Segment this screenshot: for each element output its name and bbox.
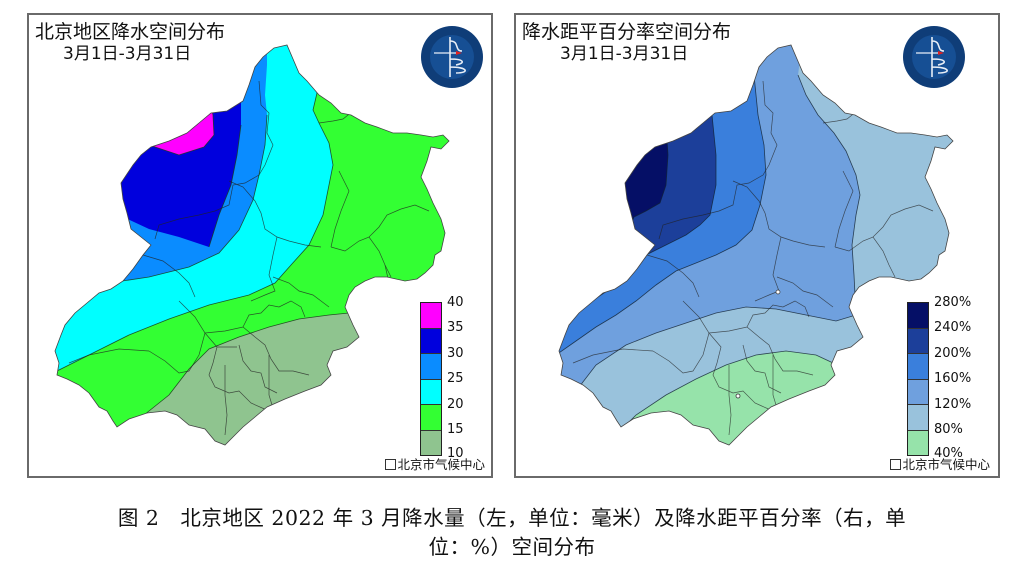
precipitation-anomaly-map-panel: 降水距平百分率空间分布 3月1日-3月31日 280% 240% 200% 16… [514,13,1000,478]
legend-colorbar [420,302,442,456]
map-date-range: 3月1日-3月31日 [63,44,192,64]
credit-text: 北京市气候中心 [902,457,990,472]
credit-box-icon [385,459,397,470]
credit-label: 北京市气候中心 [890,454,990,473]
legend-tick: 160% [934,371,972,386]
legend-tick: 20 [447,397,464,412]
legend-bin-40-80 [908,430,928,455]
meteorological-service-logo-icon [903,26,965,88]
legend-tick: 40 [447,295,464,310]
legend-bin-25-30 [421,354,441,380]
credit-text: 北京市气候中心 [397,457,485,472]
precipitation-map [54,44,450,446]
map-title: 北京地区降水空间分布 [35,21,226,43]
legend-bin-200-240 [908,328,928,354]
legend-bin-240-280 [908,303,928,329]
figure-caption-line-2: 位：%）空间分布 [428,535,596,559]
anomaly-legend: 280% 240% 200% 160% 120% 80% 40% [907,296,997,461]
precipitation-anomaly-map [558,44,954,446]
legend-tick: 240% [934,320,972,335]
legend-tick: 25 [447,371,464,386]
legend-tick: 80% [934,422,963,437]
legend-tick: 120% [934,397,972,412]
legend-bin-10-15 [421,430,441,455]
legend-tick: 15 [447,422,464,437]
legend-bin-20-25 [421,379,441,405]
legend-bin-120-160 [908,379,928,405]
legend-tick: 40% [934,446,963,461]
precipitation-map-panel: 北京地区降水空间分布 3月1日-3月31日 40 35 30 25 20 15 … [27,13,493,478]
legend-tick: 280% [934,295,972,310]
legend-bin-80-120 [908,405,928,431]
precipitation-legend: 40 35 30 25 20 15 10 [420,296,490,461]
figure-caption-line-1: 图 2 北京地区 2022 年 3 月降水量（左，单位：毫米）及降水距平百分率（… [117,506,907,530]
legend-bin-30-35 [421,328,441,354]
credit-box-icon [890,459,902,470]
legend-colorbar [907,302,929,456]
legend-tick: 200% [934,346,972,361]
map-title: 降水距平百分率空间分布 [522,21,732,43]
legend-tick: 10 [447,446,464,461]
map-date-range: 3月1日-3月31日 [560,44,689,64]
legend-bin-15-20 [421,405,441,431]
legend-tick: 30 [447,346,464,361]
legend-bin-35-40 [421,303,441,329]
legend-tick: 35 [447,320,464,335]
meteorological-service-logo-icon [421,26,483,88]
legend-bin-160-200 [908,354,928,380]
credit-label: 北京市气候中心 [385,454,485,473]
